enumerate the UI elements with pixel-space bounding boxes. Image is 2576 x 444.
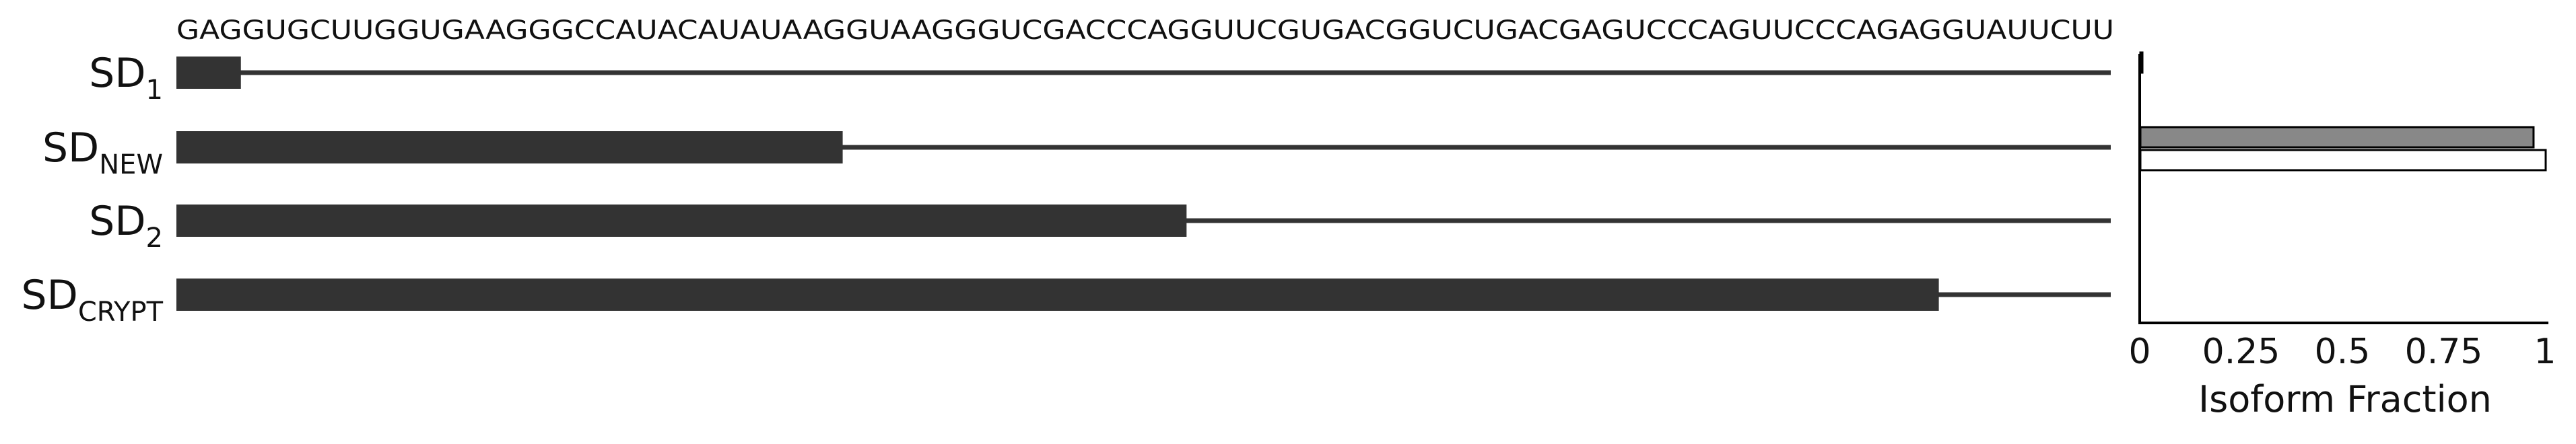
row-label-subscript: 1: [146, 75, 163, 106]
fraction-bars: [2139, 51, 2547, 172]
row-label: SD2: [89, 198, 163, 254]
row-label-main: SD: [42, 124, 99, 172]
fraction-bar: [2139, 149, 2547, 172]
fraction-bar: [2139, 126, 2535, 149]
row-label-subscript: CRYPT: [78, 297, 164, 328]
row-label: SDNEW: [42, 124, 163, 180]
x-tick-labels: 0 0.25 0.5 0.75 1: [2128, 332, 2556, 372]
exon-bar: [176, 205, 1187, 237]
nucleotide-sequence: GAGGUGCUUGGUGAAGGGCCAUACAUAUAAGGUAAGGGUC…: [176, 15, 2114, 46]
row-label: SD1: [89, 50, 163, 106]
fraction-bar: [2139, 51, 2144, 74]
x-tick-label: 0.75: [2405, 332, 2483, 372]
row-label-main: SD: [89, 50, 145, 97]
exon-bar: [176, 57, 241, 89]
row-label: SDCRYPT: [22, 272, 164, 328]
x-tick-label: 0.5: [2315, 332, 2371, 372]
exon-bar: [176, 131, 843, 163]
row-label-subscript: NEW: [99, 149, 163, 180]
intron-line: [176, 145, 2111, 150]
x-tick-label: 0: [2128, 332, 2150, 372]
x-axis-label: Isoform Fraction: [2198, 378, 2492, 420]
x-tick-label: 0.25: [2202, 332, 2280, 372]
sequence-structure-panel: GAGGUGCUUGGUGAAGGGCCAUACAUAUAAGGUAAGGGUC…: [22, 15, 2114, 328]
x-tick-label: 1: [2534, 332, 2556, 372]
exon-bar: [176, 279, 1939, 311]
isoform-structure-bars: [176, 57, 2111, 311]
row-label-main: SD: [89, 198, 145, 245]
intron-line: [176, 70, 2111, 75]
isoform-fraction-chart: 0 0.25 0.5 0.75 1 Isoform Fraction: [2128, 51, 2556, 420]
row-label-main: SD: [22, 272, 78, 319]
row-label-subscript: 2: [146, 223, 163, 254]
